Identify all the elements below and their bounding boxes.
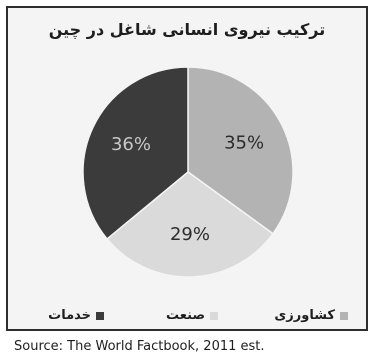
legend-item-agriculture: کشاورزی: [274, 308, 348, 323]
chart-title: ترکیب نیروی انسانی شاغل در چین: [48, 20, 326, 39]
pie-slice-industry: [106, 171, 274, 278]
slice-label-agriculture: 35%: [224, 132, 264, 153]
chart-legend: کشاورزی صنعت خدمات: [8, 306, 366, 328]
legend-item-industry: صنعت: [166, 308, 218, 323]
pie-chart: 35% 29% 36%: [82, 66, 294, 278]
slice-label-industry: 29%: [170, 224, 210, 245]
chart-frame: ترکیب نیروی انسانی شاغل در چین 35% 29% 36%…: [6, 6, 368, 331]
legend-swatch-agriculture: [340, 311, 348, 320]
legend-label-agriculture: کشاورزی: [274, 308, 335, 323]
legend-item-services: خدمات: [48, 308, 104, 323]
legend-label-services: خدمات: [48, 308, 91, 323]
pie-slice-services: [82, 66, 189, 240]
slice-label-services: 36%: [111, 134, 151, 155]
pie-slice-agriculture: [187, 66, 294, 235]
source-note: Source: The World Factbook, 2011 est.: [14, 339, 265, 354]
legend-swatch-industry: [210, 311, 218, 320]
legend-label-industry: صنعت: [166, 308, 205, 323]
legend-swatch-services: [96, 311, 104, 320]
